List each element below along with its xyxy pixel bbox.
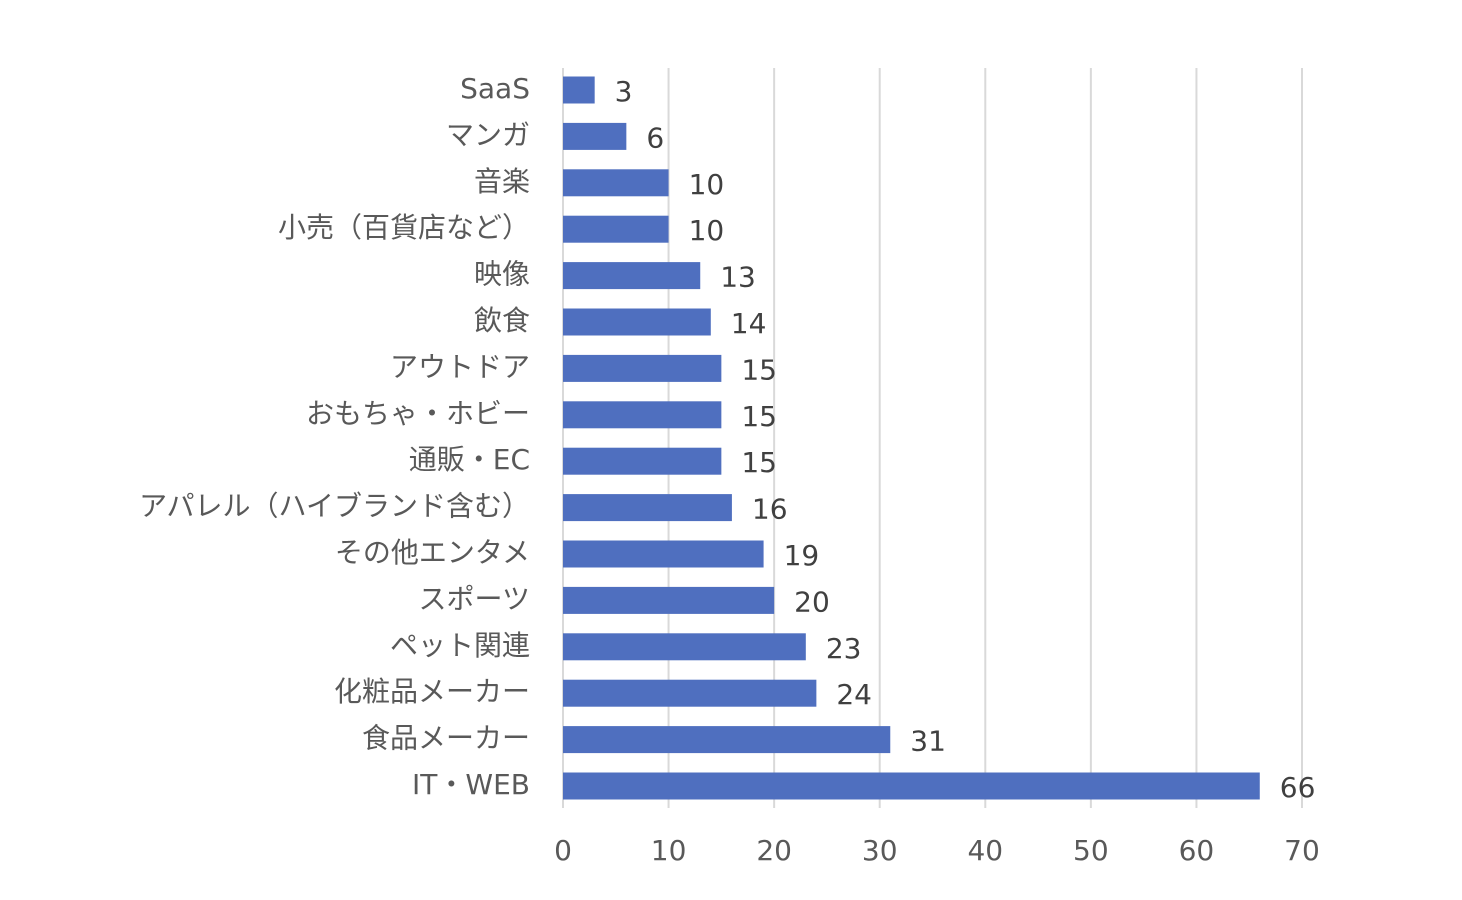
category-label-5: 飲食 xyxy=(474,304,530,337)
bar-14 xyxy=(563,726,891,754)
x-tick-label-10: 10 xyxy=(651,834,687,867)
data-label-6: 15 xyxy=(741,353,777,386)
category-label-11: スポーツ xyxy=(419,582,530,615)
data-label-11: 20 xyxy=(794,585,830,618)
x-tick-label-70: 70 xyxy=(1284,834,1320,867)
bar-11 xyxy=(563,586,775,614)
bar-1 xyxy=(563,122,627,150)
bar-15 xyxy=(563,772,1260,800)
data-label-14: 31 xyxy=(910,725,946,758)
category-label-7: おもちゃ・ホビー xyxy=(306,397,530,430)
bar-5 xyxy=(563,308,711,336)
bar-3 xyxy=(563,215,669,243)
bar-13 xyxy=(563,679,817,707)
x-tick-label-50: 50 xyxy=(1073,834,1109,867)
category-label-9: アパレル（ハイブランド含む） xyxy=(139,490,530,523)
bar-2 xyxy=(563,169,669,197)
bar-10 xyxy=(563,540,764,568)
data-label-12: 23 xyxy=(826,632,862,665)
category-label-0: SaaS xyxy=(460,72,530,105)
category-label-6: アウトドア xyxy=(390,350,530,383)
category-label-4: 映像 xyxy=(474,258,530,291)
category-label-3: 小売（百貨店など） xyxy=(278,211,530,244)
data-label-3: 10 xyxy=(689,214,725,247)
bar-7 xyxy=(563,401,722,429)
category-label-10: その他エンタメ xyxy=(335,536,530,569)
bar-6 xyxy=(563,354,722,382)
bar-0 xyxy=(563,76,595,104)
category-label-15: IT・WEB xyxy=(412,768,530,801)
category-label-14: 食品メーカー xyxy=(362,722,530,755)
bar-4 xyxy=(563,262,701,290)
bar-12 xyxy=(563,633,806,661)
x-tick-label-40: 40 xyxy=(967,834,1003,867)
data-labels: 36 10 10 13 14 15 15 15 16 19 20 23 24 31 66 xyxy=(615,75,1316,804)
data-label-10: 19 xyxy=(784,539,820,572)
category-label-12: ペット関連 xyxy=(390,629,530,662)
data-label-4: 13 xyxy=(720,261,756,294)
data-label-2: 10 xyxy=(689,168,725,201)
bars xyxy=(563,76,1260,800)
x-tick-label-30: 30 xyxy=(862,834,898,867)
x-tick-label-20: 20 xyxy=(756,834,792,867)
x-tick-label-0: 0 xyxy=(554,834,572,867)
data-label-7: 15 xyxy=(741,400,777,433)
category-label-1: マンガ xyxy=(446,118,530,151)
data-label-9: 16 xyxy=(752,493,788,526)
bar-9 xyxy=(563,494,732,522)
category-label-2: 音楽 xyxy=(474,165,530,198)
x-axis-ticks: 0 10 20 30 40 50 60 70 xyxy=(554,834,1320,867)
x-tick-label-60: 60 xyxy=(1179,834,1215,867)
bar-8 xyxy=(563,447,722,475)
data-label-15: 66 xyxy=(1280,771,1316,804)
data-label-0: 3 xyxy=(615,75,633,108)
category-label-13: 化粧品メーカー xyxy=(334,675,530,708)
data-label-8: 15 xyxy=(741,446,777,479)
category-label-8: 通販・EC xyxy=(409,443,530,476)
data-label-13: 24 xyxy=(836,678,872,711)
data-label-1: 6 xyxy=(646,121,664,154)
data-label-5: 14 xyxy=(731,307,767,340)
